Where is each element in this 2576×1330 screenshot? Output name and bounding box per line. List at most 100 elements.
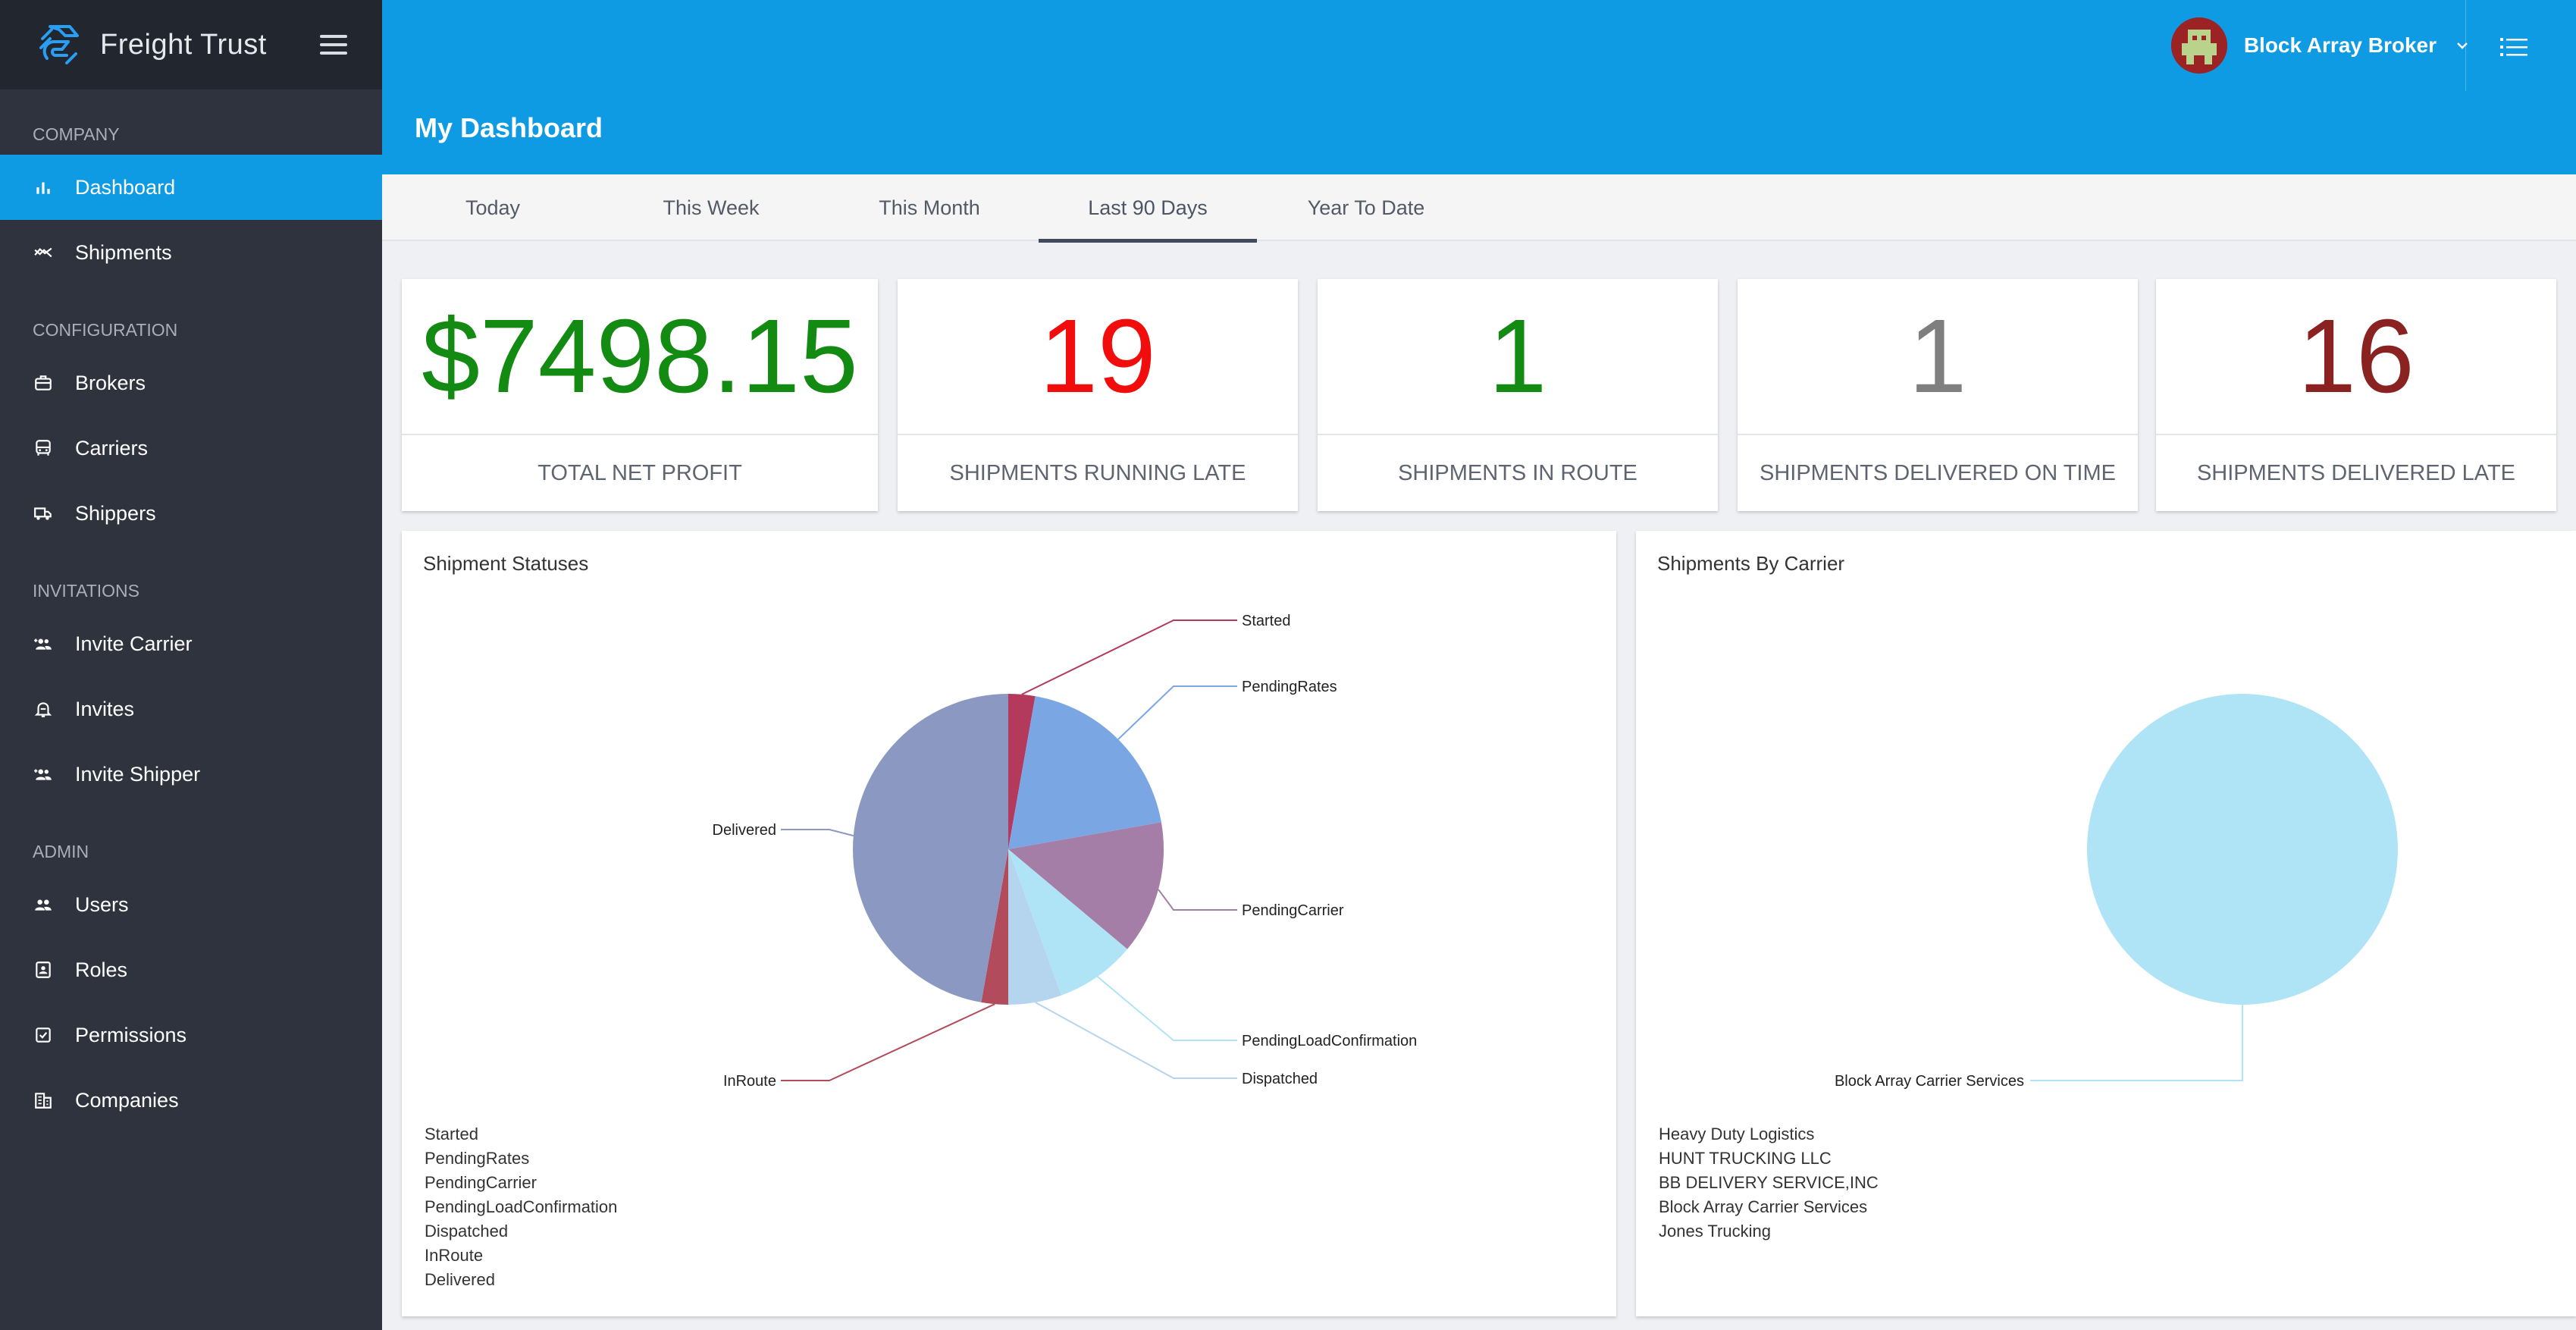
sidebar-item-roles[interactable]: Roles	[0, 937, 382, 1002]
legend-row: InRoute1	[425, 1244, 1883, 1268]
sidebar-item-carriers[interactable]: Carriers	[0, 416, 382, 481]
bar-chart-icon	[33, 177, 54, 198]
slice-label: Started	[1242, 613, 1290, 629]
legend-row: HUNT TRUCKING LLC	[1659, 1149, 1832, 1168]
legend-row: BB DELIVERY SERVICE,INC	[1659, 1173, 1879, 1192]
legend-label: Delivered	[425, 1270, 495, 1289]
pie-slice-pendingrates[interactable]	[1008, 696, 1161, 849]
brand-bar: Freight Trust	[0, 0, 382, 89]
pie-slice-started[interactable]	[1008, 694, 1036, 849]
shipment-statuses-legend: Started1PendingRates7PendingCarrier5Pend…	[425, 1122, 1892, 1292]
slice-label: InRoute	[723, 1073, 776, 1090]
sidebar: Freight Trust Company Dashboard Shipment…	[0, 0, 382, 1330]
sidebar-item-companies[interactable]: Companies	[0, 1068, 382, 1133]
sidebar-item-shippers[interactable]: Shippers	[0, 481, 382, 546]
leader-line	[1158, 889, 1237, 911]
briefcase-icon	[33, 372, 54, 394]
slice-label: Delivered	[713, 822, 776, 839]
chevron-down-icon[interactable]	[2455, 38, 2470, 53]
freight-trust-logo[interactable]	[36, 22, 82, 67]
leader-line	[1096, 976, 1237, 1041]
legend-row: Started1	[425, 1122, 1883, 1146]
group-add-icon	[33, 633, 54, 654]
nav-section-company: Company	[33, 124, 120, 144]
legend-row: Heavy Duty Logistics	[1659, 1125, 1815, 1143]
nav-section-configuration: Configuration	[33, 320, 178, 340]
slice-label: PendingLoadConfirmation	[1242, 1033, 1417, 1049]
user-name[interactable]: Block Array Broker	[2243, 33, 2437, 57]
group-add-icon	[33, 764, 54, 785]
sidebar-item-brokers[interactable]: Brokers	[0, 350, 382, 416]
sidebar-item-label: Brokers	[75, 371, 146, 394]
users-icon	[33, 894, 54, 915]
stat-label: Total Net Profit	[537, 460, 742, 485]
legend-label: PendingLoadConfirmation	[425, 1197, 618, 1216]
slice-label: PendingCarrier	[1242, 902, 1344, 919]
stat-label: Shipments Running Late	[949, 460, 1246, 485]
shipment-statuses-panel: Shipment Statuses Started PendingRates Pen…	[402, 531, 1892, 1316]
delivery-truck-icon	[33, 503, 54, 524]
sidebar-item-dashboard[interactable]: Dashboard	[0, 155, 382, 220]
nav-section-invitations: Invitations	[33, 581, 139, 601]
tab-today[interactable]: Today	[465, 196, 521, 219]
sidebar-item-shipments[interactable]: Shipments	[0, 220, 382, 285]
shipments-by-carrier-legend: Heavy Duty Logistics HUNT TRUCKING LLC BB …	[1659, 1122, 1879, 1244]
topbar-divider	[2465, 0, 2466, 91]
shipments-by-carrier-pie-chart: Block Array Carrier Services	[1835, 694, 2398, 1090]
pie-slice-delivered[interactable]	[853, 694, 1008, 1002]
stat-value: 1	[1738, 279, 2138, 435]
sidebar-item-invite-carrier[interactable]: Invite Carrier	[0, 611, 382, 676]
pie-slice-pendingcarrier[interactable]	[1008, 822, 1164, 949]
tab-this-week[interactable]: This Week	[663, 196, 760, 219]
sidebar-item-permissions[interactable]: Permissions	[0, 1002, 382, 1068]
top-app-bar: Block Array Broker My Dashboard	[382, 0, 2576, 174]
pie-slice-block-array-carrier-services[interactable]	[2087, 694, 2398, 1005]
sidebar-item-invite-shipper[interactable]: Invite Shipper	[0, 742, 382, 807]
legend-row: Delivered17	[425, 1268, 1892, 1292]
checkbox-icon	[33, 1024, 54, 1046]
legend-label: Started	[425, 1125, 478, 1143]
stat-card-delivered-late: 16 Shipments Delivered Late	[2156, 279, 2556, 511]
sidebar-item-label: Users	[75, 892, 129, 916]
pie-slice-pendingloadconfirmation[interactable]	[1008, 849, 1128, 996]
legend-label: InRoute	[425, 1246, 484, 1265]
hamburger-menu-icon[interactable]	[320, 35, 347, 55]
leader-line	[781, 1003, 995, 1081]
tab-year-to-date[interactable]: Year To Date	[1307, 196, 1425, 219]
list-menu-icon[interactable]	[2499, 32, 2529, 62]
tab-this-month[interactable]: This Month	[879, 196, 980, 219]
slice-label: Block Array Carrier Services	[1835, 1073, 2024, 1090]
avatar[interactable]	[2170, 17, 2227, 74]
stat-label: Shipments In Route	[1398, 460, 1637, 485]
leader-line	[1117, 685, 1237, 740]
bell-icon	[33, 698, 54, 720]
shipment-statuses-pie-chart: Started PendingRates PendingCarrier Pending…	[713, 613, 1418, 1090]
sidebar-item-label: Carriers	[75, 436, 149, 460]
sidebar-item-label: Invite Shipper	[75, 762, 201, 786]
sidebar-item-invites[interactable]: Invites	[0, 676, 382, 742]
stat-card-in-route: 1 Shipments In Route	[1318, 279, 1718, 511]
truck-front-icon	[33, 438, 54, 459]
brand-name: Freight Trust	[100, 28, 267, 61]
stat-card-delivered-on-time: 1 Shipments Delivered On Time	[1738, 279, 2138, 511]
pie-slice-dispatched[interactable]	[1008, 849, 1062, 1005]
legend-row: Dispatched2	[425, 1219, 1883, 1244]
legend-row: Jones Trucking	[1659, 1222, 1771, 1241]
stat-value: 1	[1318, 279, 1718, 435]
id-card-icon	[33, 959, 54, 980]
sidebar-item-users[interactable]: Users	[0, 872, 382, 937]
pie-slice-inroute[interactable]	[981, 849, 1008, 1005]
trending-icon	[33, 242, 54, 263]
leader-line	[1035, 1002, 1237, 1079]
stat-value: $7498.15	[402, 279, 878, 435]
stat-label: Shipments Delivered Late	[2196, 460, 2516, 485]
sidebar-item-label: Invite Carrier	[75, 632, 193, 655]
sidebar-item-label: Permissions	[75, 1023, 187, 1046]
slice-label: PendingRates	[1242, 679, 1337, 695]
shipments-by-carrier-panel: Shipments By Carrier Block Array Carrier…	[1636, 531, 2576, 1316]
stat-value: 16	[2156, 279, 2556, 435]
tab-last-90-days[interactable]: Last 90 Days	[1039, 174, 1257, 243]
sidebar-item-label: Roles	[75, 958, 128, 981]
user-menu[interactable]: Block Array Broker	[2170, 15, 2470, 76]
sidebar-item-label: Invites	[75, 697, 135, 720]
